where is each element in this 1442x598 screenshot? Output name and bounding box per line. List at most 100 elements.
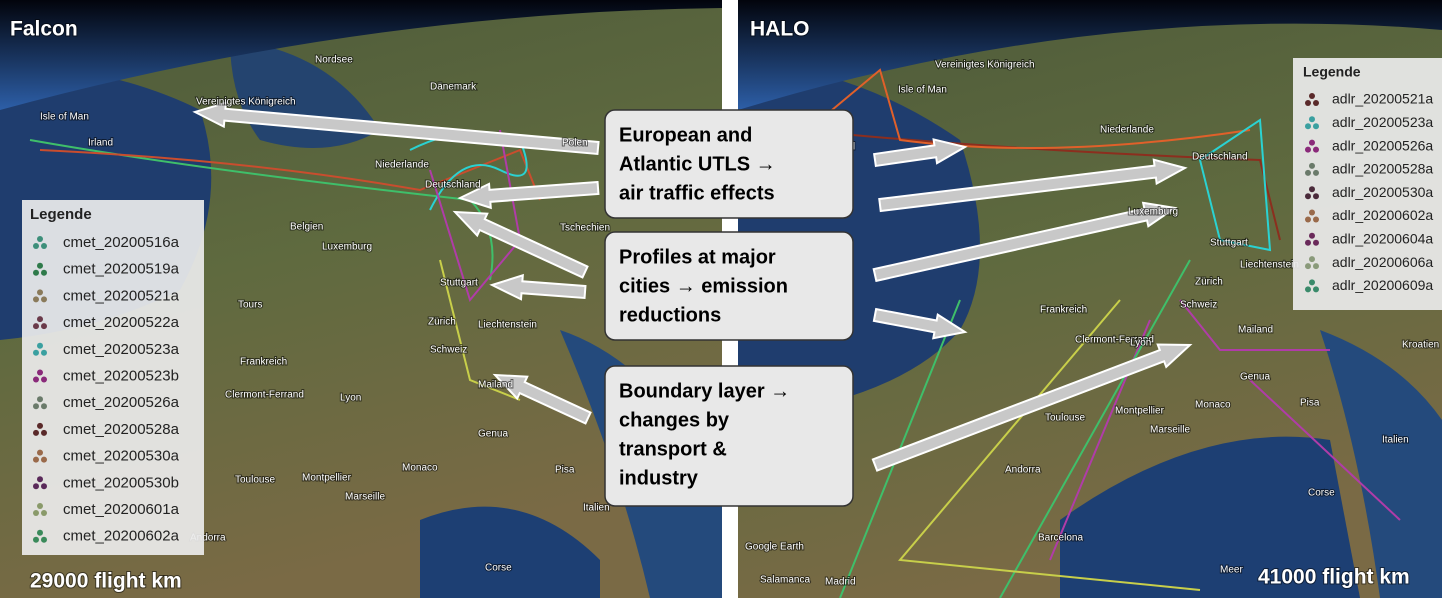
place-label: Mailand xyxy=(1238,325,1273,336)
legend-item: cmet_20200530b xyxy=(63,474,179,491)
callout-box xyxy=(604,365,854,507)
legend-icon xyxy=(33,503,47,516)
place-label: Madrid xyxy=(825,577,856,588)
place-label: Deutschland xyxy=(1192,152,1248,163)
legend-item: cmet_20200516a xyxy=(63,234,180,251)
icon-dot xyxy=(1313,146,1319,153)
callout-text: changes by xyxy=(619,409,730,431)
legend-icon xyxy=(1305,232,1319,246)
arrow xyxy=(192,101,600,156)
arrow xyxy=(873,138,968,168)
icon-dot xyxy=(37,422,43,429)
place-label: Clermont-Ferrand xyxy=(1075,335,1154,346)
icon-dot xyxy=(1313,263,1319,270)
place-label: Dänemark xyxy=(430,82,477,93)
legend-item: adlr_20200526a xyxy=(1332,137,1433,153)
icon-dot xyxy=(37,396,43,403)
place-label: Vereinigtes Königreich xyxy=(196,97,296,108)
place-label: Lyon xyxy=(1130,338,1151,349)
icon-dot xyxy=(1309,256,1315,263)
place-label: Italien xyxy=(1382,435,1409,446)
place-label: Isle of Man xyxy=(898,85,947,96)
place-label: Lyon xyxy=(340,393,361,404)
icon-dot xyxy=(33,323,39,330)
legend-icon xyxy=(1305,93,1319,106)
place-label: Pisa xyxy=(1300,398,1320,409)
place-label: Liechtenstein xyxy=(478,320,537,331)
icon-dot xyxy=(33,456,39,463)
icon-dot xyxy=(37,262,43,269)
icon-dot xyxy=(41,323,47,330)
sea xyxy=(1320,330,1442,598)
distance: 29000 flight km xyxy=(30,570,182,593)
legend-item: cmet_20200602a xyxy=(63,528,180,545)
icon-dot xyxy=(1313,193,1319,200)
place-label: Stuttgart xyxy=(440,278,478,289)
callout-box xyxy=(604,109,854,219)
legend-item: cmet_20200601a xyxy=(63,501,180,518)
legend-icon xyxy=(1305,279,1319,293)
callout-text: cities → emission xyxy=(619,275,788,297)
legend-icon xyxy=(33,236,47,249)
icon-dot xyxy=(33,349,39,356)
legend-item: cmet_20200522a xyxy=(63,314,180,331)
legend-icon xyxy=(33,449,47,463)
arrow xyxy=(871,343,1193,472)
place-label: Salamanca xyxy=(760,575,810,586)
place-label: Niederlande xyxy=(1100,125,1154,136)
legend-item: cmet_20200523a xyxy=(63,341,180,358)
place-label: Niederlande xyxy=(375,160,429,171)
place-label: Barcelona xyxy=(1038,533,1083,544)
place-label: Polen xyxy=(562,138,588,149)
place-label: Genua xyxy=(478,429,508,440)
legend-icon xyxy=(33,342,47,356)
icon-dot xyxy=(37,503,43,509)
legend-icon xyxy=(33,316,47,330)
legend-item: adlr_20200528a xyxy=(1332,161,1433,177)
place-label: Monaco xyxy=(402,463,438,474)
icon-dot xyxy=(1305,263,1311,270)
place-label: Zürich xyxy=(1195,277,1223,288)
legend-icon xyxy=(33,476,47,490)
icon-dot xyxy=(37,342,43,349)
legend-item: cmet_20200519a xyxy=(63,261,180,278)
legend-icon xyxy=(33,529,47,543)
place-label: Toulouse xyxy=(1045,413,1085,424)
place-label: Marseille xyxy=(345,492,385,503)
place-label: Marseille xyxy=(1150,425,1190,436)
icon-dot xyxy=(41,429,47,436)
place-label: Stuttgart xyxy=(1210,238,1248,249)
place-label: Luxemburg xyxy=(322,242,372,253)
place-label: Irland xyxy=(88,138,113,149)
icon-dot xyxy=(37,236,43,242)
icon-dot xyxy=(1309,116,1315,123)
legend-icon xyxy=(33,396,47,410)
place-label: Belgien xyxy=(290,222,323,233)
legend-icon xyxy=(33,289,47,303)
place-label: Deutschland xyxy=(425,180,481,191)
arrow xyxy=(872,201,1178,283)
place-label: Kroatien xyxy=(1402,340,1439,351)
labels: Nordsee Dänemark Isle of Man Vereinigtes Kö… xyxy=(39,54,1440,589)
icon-dot xyxy=(41,403,47,410)
legend-item: adlr_20200602a xyxy=(1332,207,1433,223)
icon-dot xyxy=(1305,239,1311,246)
legend-item: adlr_20200609a xyxy=(1332,277,1433,293)
icon-dot xyxy=(33,429,39,436)
legend-item: cmet_20200528a xyxy=(63,421,180,438)
callout-text: European and xyxy=(619,124,752,146)
place-label: Genua xyxy=(1240,372,1270,383)
legend-item: cmet_20200526a xyxy=(63,394,180,411)
legend-icon xyxy=(1305,116,1319,130)
icon-dot xyxy=(1313,169,1319,176)
arrow xyxy=(492,373,592,425)
place-label: Google Earth xyxy=(745,542,804,553)
icon-dot xyxy=(37,476,43,483)
icon-dot xyxy=(1309,162,1315,169)
icon-dot xyxy=(1313,100,1319,106)
icon-dot xyxy=(1305,123,1311,130)
place-label: Corse xyxy=(1308,488,1335,499)
legend-icon xyxy=(1305,186,1319,200)
sky xyxy=(738,0,1442,110)
icon-dot xyxy=(33,536,39,543)
